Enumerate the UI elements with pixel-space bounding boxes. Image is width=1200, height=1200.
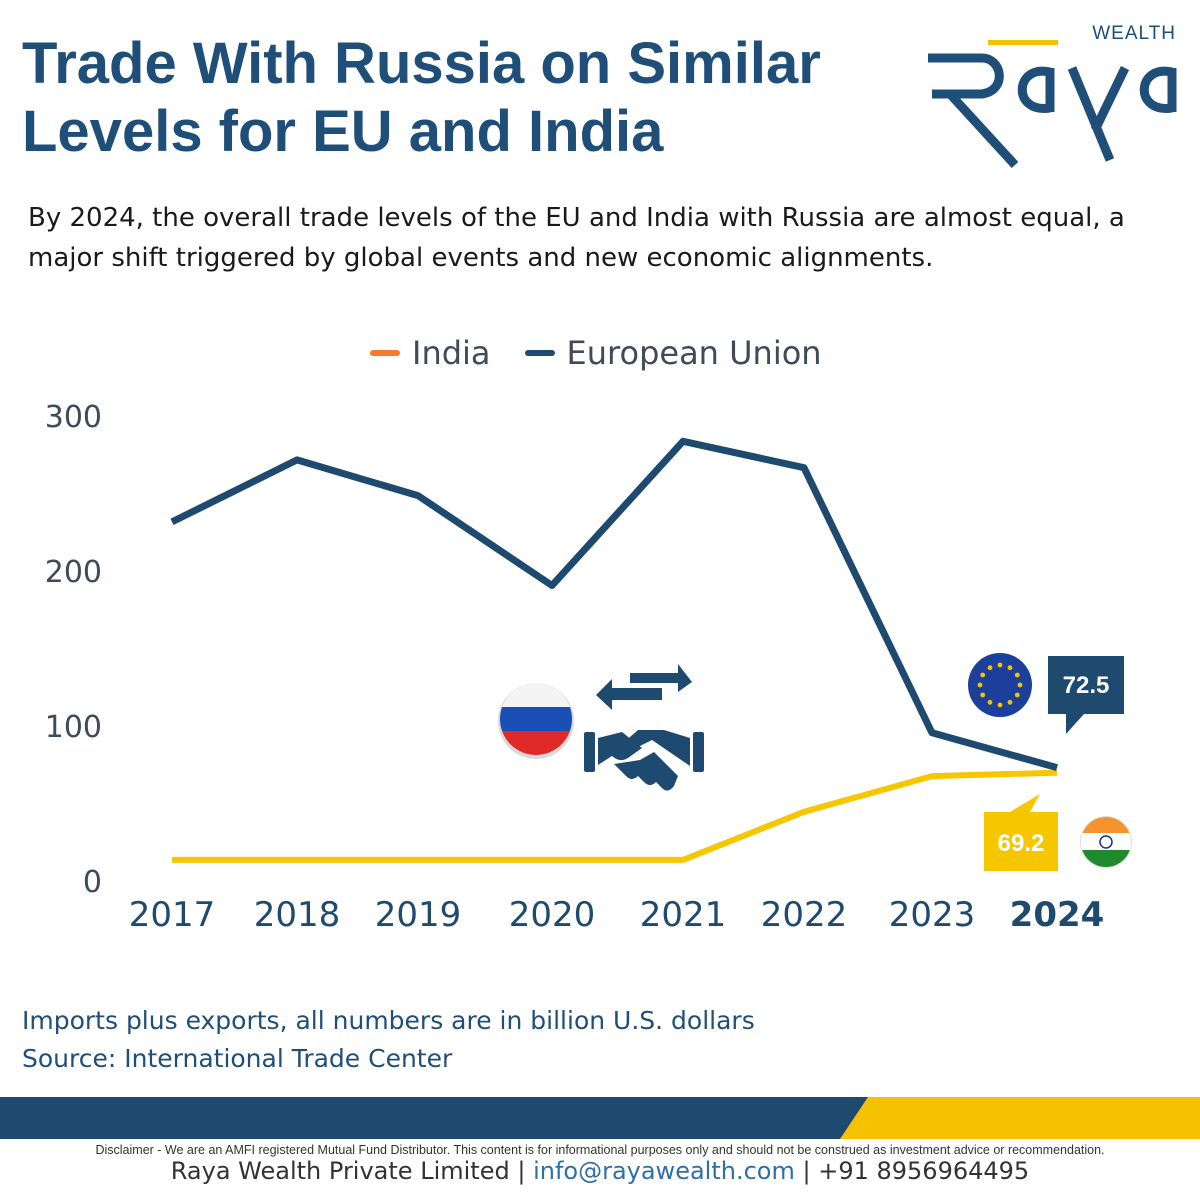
eu-star [1014, 672, 1020, 678]
eu-value-callout: 72.5 [1048, 656, 1124, 734]
separator-1: | [517, 1157, 526, 1185]
y-tick-label: 100 [45, 710, 102, 745]
eu-star [980, 672, 986, 678]
email-link[interactable]: info@rayawealth.com [533, 1157, 795, 1185]
eu-star [987, 665, 993, 671]
source-note: Source: International Trade Center [22, 1044, 453, 1073]
series-line-india [172, 769, 1058, 863]
y-axis: 300 200 100 0 [45, 400, 102, 900]
subtitle-line-1: By 2024, the overall trade levels of the… [28, 203, 1125, 233]
page-title: Trade With Russia on Similar Levels for … [22, 30, 882, 166]
chart-legend: India European Union [370, 330, 822, 376]
eu-value-label: 72.5 [1063, 672, 1110, 699]
y-tick-label: 200 [45, 555, 102, 590]
x-tick-label: 2023 [889, 895, 976, 935]
india-value-label: 69.2 [998, 830, 1045, 857]
eu-star [1014, 692, 1020, 698]
y-tick-label: 300 [45, 400, 102, 435]
legend-label-eu: European Union [566, 334, 822, 372]
eu-star [980, 692, 986, 698]
series-line-european-union [170, 437, 1058, 771]
x-tick-label: 2018 [254, 895, 341, 935]
india-flag-icon [1080, 816, 1132, 868]
handshake-icon [584, 730, 704, 791]
legend-swatch-eu [524, 350, 555, 356]
chart-notes: Imports plus exports, all numbers are in… [22, 1002, 755, 1078]
subtitle-line-2: major shift triggered by global events a… [28, 243, 934, 273]
subtitle: By 2024, the overall trade levels of the… [28, 198, 1178, 278]
separator-2: | [802, 1157, 811, 1185]
eu-star [1007, 665, 1013, 671]
eu-star [1007, 699, 1013, 705]
legend-label-india: India [412, 334, 491, 372]
logo-tagline: WEALTH [1092, 23, 1176, 44]
india-value-callout: 69.2 [984, 794, 1058, 871]
x-tick-label: 2017 [129, 895, 216, 935]
x-tick-label: 2019 [375, 895, 462, 935]
company-name: Raya Wealth Private Limited [170, 1157, 510, 1185]
eu-star [1017, 682, 1023, 688]
title-line-2: Levels for EU and India [22, 99, 664, 164]
eu-flag-icon [968, 653, 1032, 717]
y-tick-label: 0 [83, 865, 102, 900]
exchange-arrows-icon [596, 664, 692, 710]
footer-band-yellow [840, 1097, 1200, 1139]
legend-item-eu: European Union [524, 334, 822, 372]
phone-number: +91 8956964495 [818, 1157, 1030, 1185]
x-tick-label: 2020 [509, 895, 596, 935]
x-tick-label: 2022 [761, 895, 848, 935]
x-axis: 2017 2018 2019 2020 2021 2022 2023 2024 [129, 895, 1105, 935]
eu-star [977, 682, 983, 688]
eu-star [997, 702, 1003, 708]
series-lines [170, 437, 1058, 863]
disclaimer: Disclaimer - We are an AMFI registered M… [95, 1143, 1105, 1157]
raya-wealth-logo: WEALTH [928, 23, 1177, 169]
x-tick-label: 2024 [1010, 895, 1105, 935]
title-line-1: Trade With Russia on Similar [22, 31, 821, 96]
eu-star [997, 662, 1003, 668]
contact-footer: Raya Wealth Private Limited | info@rayaw… [0, 1157, 1200, 1185]
x-tick-label: 2021 [640, 895, 727, 935]
legend-swatch-india [370, 350, 400, 356]
eu-star [987, 699, 993, 705]
russia-flag-icon [498, 683, 574, 759]
legend-item-india: India [370, 334, 491, 372]
units-note: Imports plus exports, all numbers are in… [22, 1006, 755, 1035]
